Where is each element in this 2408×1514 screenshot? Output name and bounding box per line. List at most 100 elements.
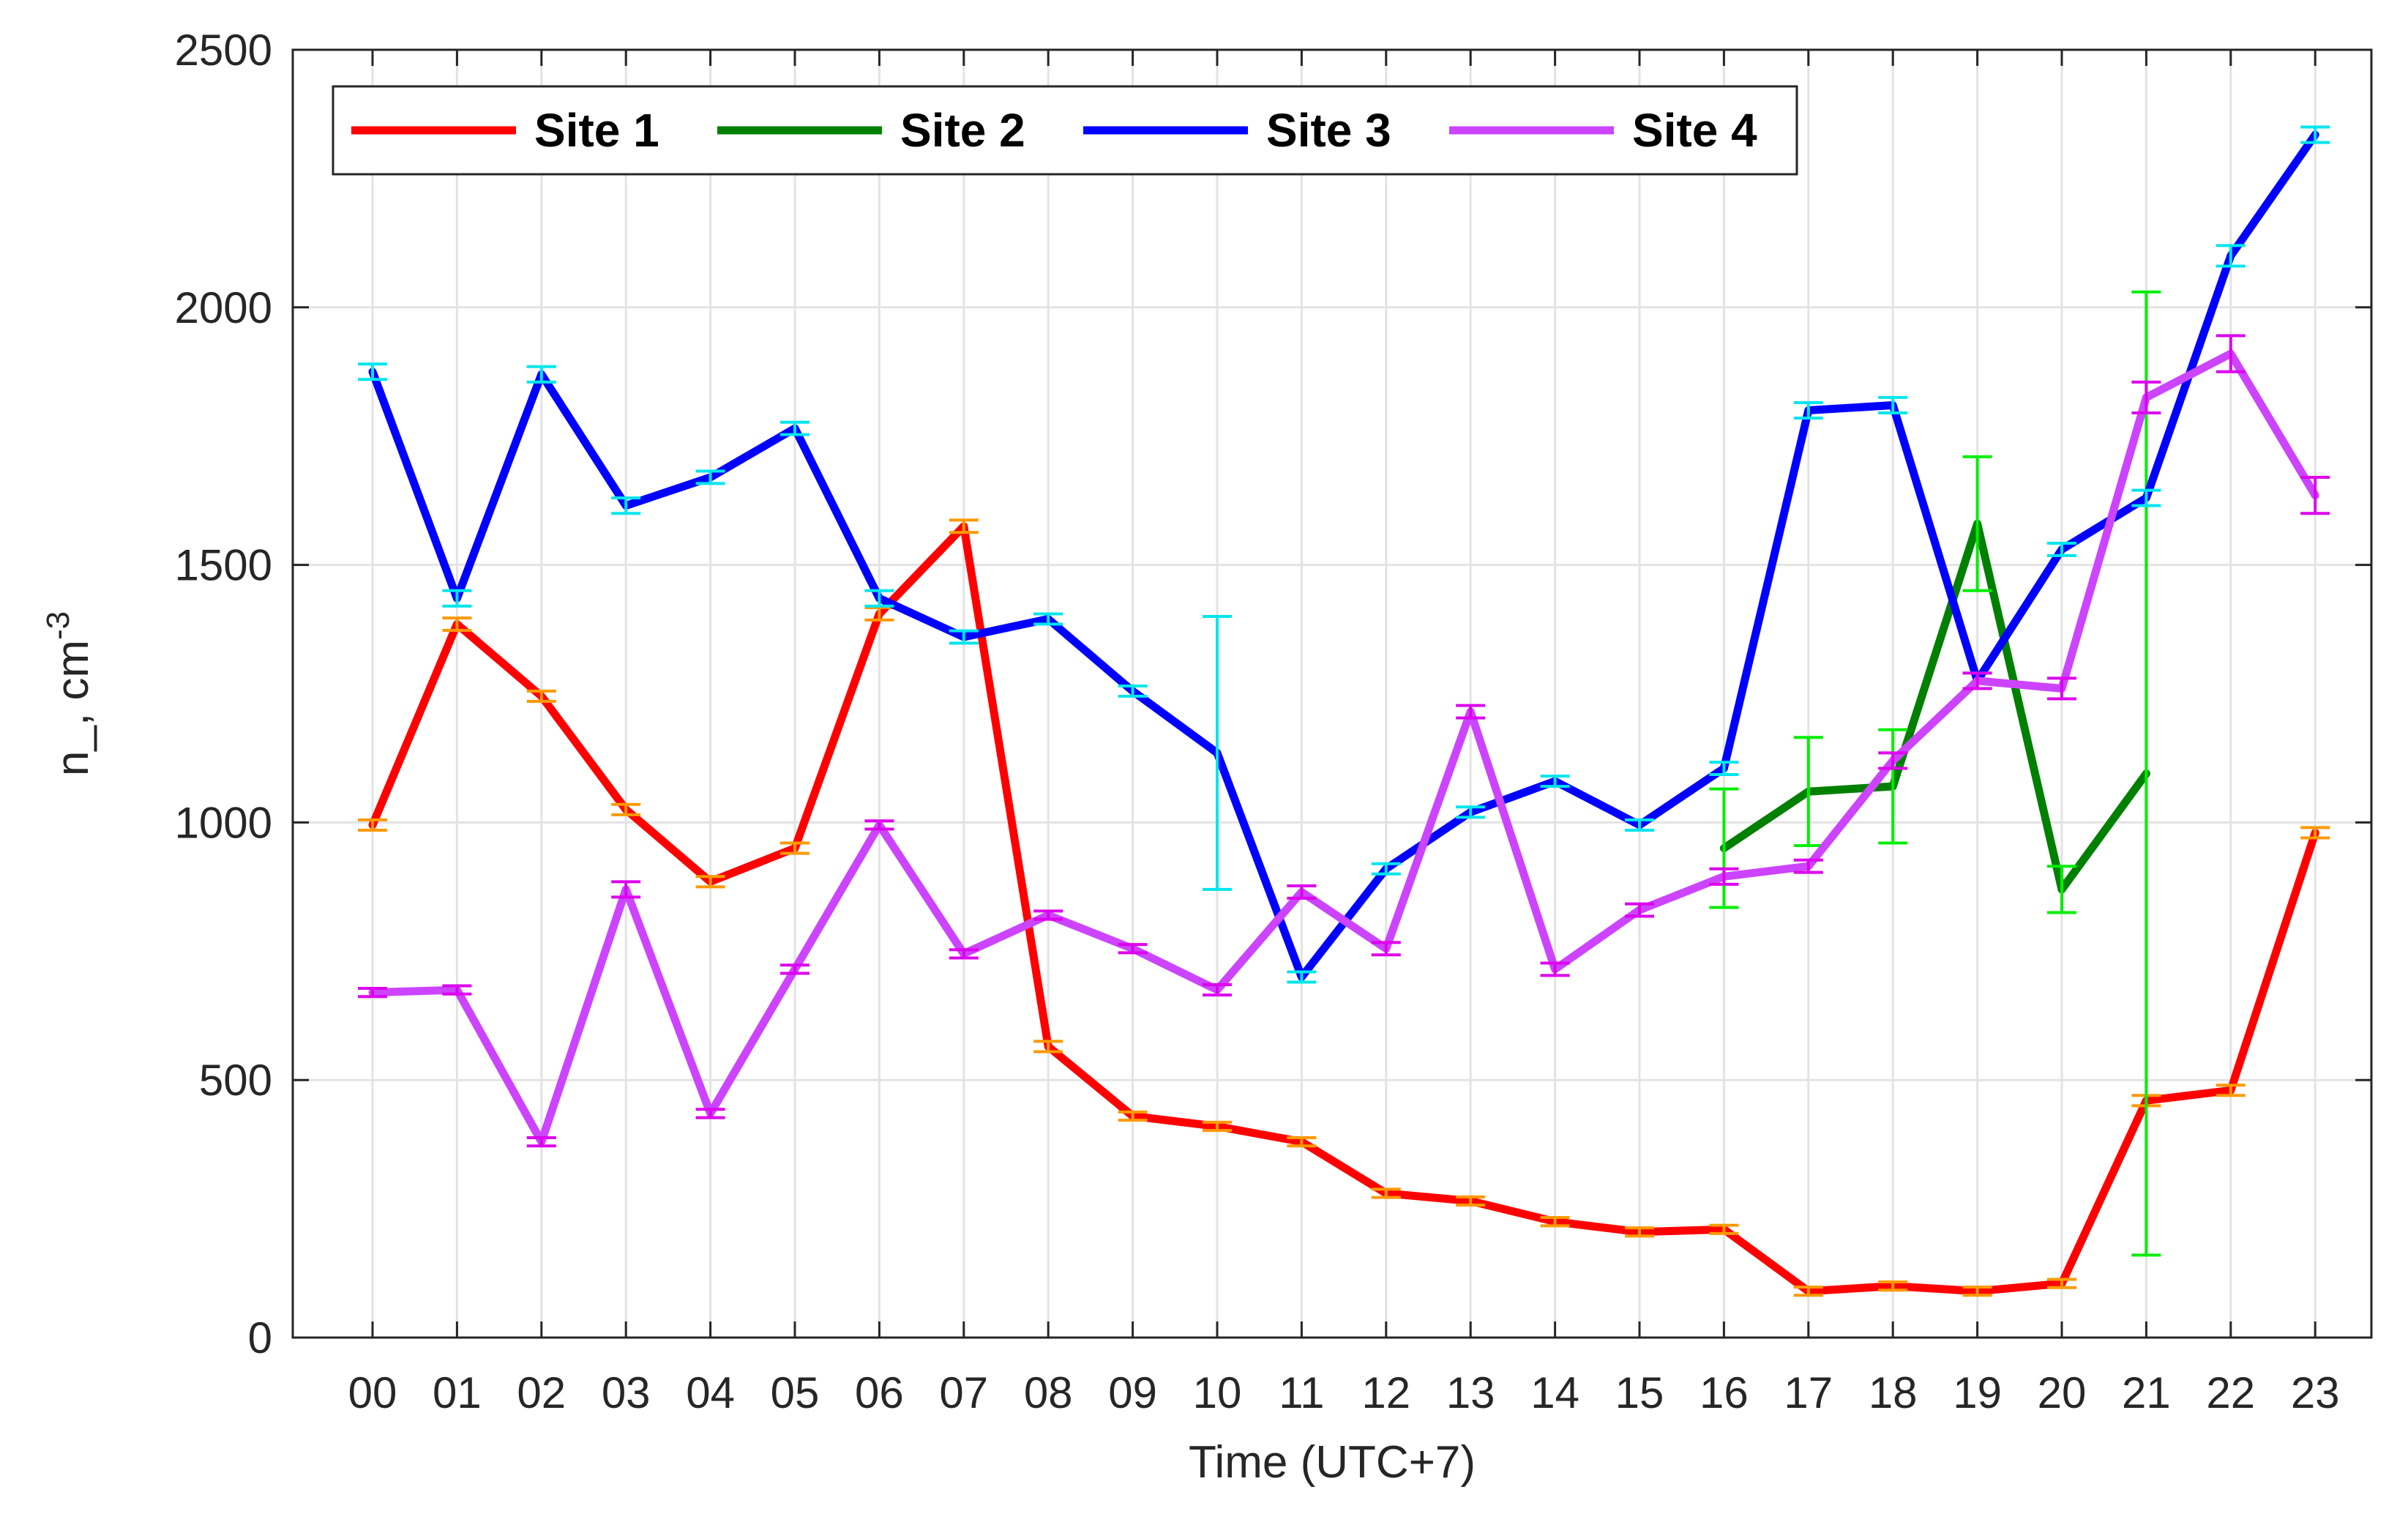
series-4 (358, 334, 2330, 1148)
error-bar (2216, 1084, 2246, 1097)
error-bar (611, 880, 641, 899)
error-bar (1793, 1286, 1823, 1297)
error-bar (1371, 862, 1401, 876)
error-bar (864, 605, 894, 622)
legend-label: Site 2 (900, 104, 1025, 157)
error-bar (526, 365, 556, 384)
error-bar (1456, 805, 1486, 819)
series-line (368, 130, 2319, 981)
error-bar (2131, 488, 2161, 507)
error-bar (611, 802, 641, 816)
error-bar (949, 629, 979, 645)
error-bar (2216, 244, 2246, 268)
x-tick-label: 11 (1279, 1368, 1324, 1417)
x-tick-label: 09 (1108, 1368, 1157, 1417)
error-bar (1625, 818, 1654, 832)
x-tick-label: 04 (686, 1368, 735, 1417)
error-bar (611, 496, 641, 515)
error-bar (358, 362, 387, 381)
error-bar (1878, 728, 1908, 845)
error-bar (2047, 542, 2076, 557)
error-bar (2300, 125, 2330, 144)
grid (293, 48, 2371, 1339)
error-bar (695, 875, 725, 889)
series-line (1719, 519, 2150, 894)
error-bar (442, 984, 472, 996)
error-bar (1709, 787, 1739, 909)
legend-item-site-2: Site 2 (717, 104, 1025, 157)
error-bar (1962, 455, 1992, 592)
x-tick-label: 12 (1361, 1368, 1410, 1417)
series-line (368, 522, 2319, 1296)
error-bar (1033, 909, 1063, 921)
error-bar (780, 420, 809, 436)
axes: 00 01 02 03 04 05 06 07 08 09 10 11 12 13 14 15 16 17 18 19… (175, 26, 2373, 1417)
y-axis-label: n_, cm-3 (40, 611, 98, 776)
error-bar (358, 986, 387, 999)
legend-item-site-1: Site 1 (351, 104, 659, 157)
error-bar (1287, 970, 1317, 984)
error-bar (1709, 761, 1739, 776)
error-bar (1456, 1195, 1486, 1207)
x-tick-label: 19 (1953, 1368, 2002, 1417)
error-bar (1625, 1226, 1654, 1238)
x-tick-label: 06 (855, 1368, 904, 1417)
x-tick-label: 00 (348, 1368, 397, 1417)
y-tick-label: 1000 (175, 798, 272, 847)
y-tick-label: 0 (248, 1313, 272, 1362)
legend-label: Site 3 (1266, 104, 1391, 157)
error-bar (1203, 983, 1232, 997)
error-bar (1962, 671, 1992, 690)
x-tick-label: 15 (1615, 1368, 1664, 1417)
y-tick-label: 1500 (175, 541, 272, 590)
y-tick-label: 500 (199, 1056, 272, 1105)
error-bar (1540, 961, 1570, 977)
series-1 (358, 518, 2330, 1297)
error-bar (442, 616, 472, 632)
x-tick-label: 03 (602, 1368, 651, 1417)
legend-item-site-4: Site 4 (1449, 104, 1757, 157)
error-bar (526, 689, 556, 704)
y-tick-label: 2000 (175, 283, 272, 332)
error-bar (526, 1136, 556, 1148)
x-tick-label: 02 (517, 1368, 566, 1417)
error-bar (1540, 775, 1570, 788)
error-bar (864, 589, 894, 608)
error-bar (1793, 736, 1823, 848)
error-bar (1793, 858, 1823, 874)
y-tick-label: 2500 (175, 26, 272, 75)
x-tick-label: 17 (1784, 1368, 1833, 1417)
x-tick-label: 01 (433, 1368, 482, 1417)
x-tick-label: 20 (2038, 1368, 2087, 1417)
error-bar (1033, 612, 1063, 626)
error-bar (1709, 1223, 1739, 1235)
y-axis-label-superscript: -3 (40, 611, 76, 640)
error-bar (1203, 614, 1232, 891)
x-tick-label: 05 (771, 1368, 820, 1417)
error-bar (358, 818, 387, 832)
x-axis-label: Time (UTC+7) (1189, 1437, 1476, 1488)
x-tick-label: 10 (1193, 1368, 1242, 1417)
error-bar (1118, 943, 1148, 955)
x-tick-label: 13 (1446, 1368, 1495, 1417)
error-bar (1118, 1110, 1148, 1122)
x-tick-label: 14 (1530, 1368, 1579, 1417)
x-tick-label: 18 (1869, 1368, 1918, 1417)
x-tick-label: 08 (1024, 1368, 1073, 1417)
error-bar (1371, 1187, 1401, 1199)
error-bar (1287, 884, 1317, 900)
series-line (368, 349, 2319, 1146)
series-lines (358, 125, 2330, 1297)
error-bar (1878, 1280, 1908, 1292)
x-tick-label: 07 (939, 1368, 988, 1417)
error-bar (695, 1108, 725, 1119)
error-bar (1878, 395, 1908, 415)
error-bar (2300, 826, 2330, 840)
error-bar (1203, 1120, 1232, 1133)
error-bar (695, 469, 725, 485)
legend-item-site-3: Site 3 (1083, 104, 1391, 157)
x-tick-label: 21 (2122, 1368, 2171, 1417)
error-bar (949, 948, 979, 960)
